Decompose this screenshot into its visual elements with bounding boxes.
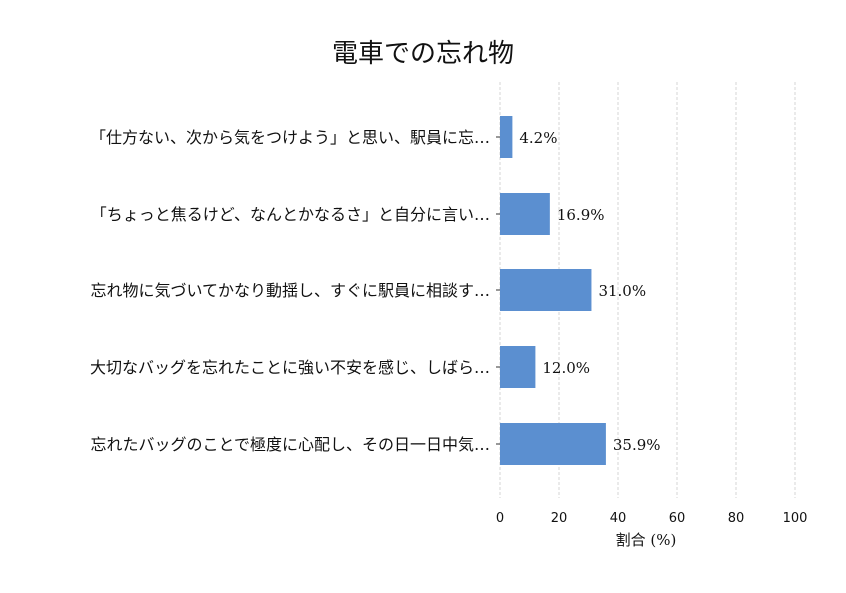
category-label: 大切なバッグを忘れたことに強い不安を感じ、しばら… bbox=[90, 358, 490, 377]
x-tick-label: 20 bbox=[551, 511, 568, 526]
bar bbox=[500, 116, 513, 158]
x-tick-label: 100 bbox=[783, 511, 808, 526]
value-label: 31.0% bbox=[598, 282, 646, 300]
bar bbox=[500, 423, 606, 465]
category-label: 忘れたバッグのことで極度に心配し、その日一日中気… bbox=[90, 435, 490, 454]
x-tick-label: 40 bbox=[610, 511, 627, 526]
x-axis-label: 割合 (%) bbox=[616, 531, 677, 549]
value-label: 35.9% bbox=[613, 436, 661, 454]
bar bbox=[500, 269, 592, 311]
chart-title: 電車での忘れ物 bbox=[332, 39, 514, 69]
x-tick-label: 0 bbox=[496, 511, 504, 526]
value-label: 12.0% bbox=[542, 359, 590, 377]
value-label: 4.2% bbox=[519, 129, 557, 147]
x-tick-label: 60 bbox=[669, 511, 686, 526]
value-label: 16.9% bbox=[557, 206, 605, 224]
x-tick-label: 80 bbox=[728, 511, 745, 526]
category-label: 「ちょっと焦るけど、なんとかなるさ」と自分に言い… bbox=[91, 205, 490, 224]
bar bbox=[500, 346, 536, 388]
category-label: 「仕方ない、次から気をつけよう」と思い、駅員に忘… bbox=[90, 128, 490, 147]
category-label: 忘れ物に気づいてかなり動揺し、すぐに駅員に相談す… bbox=[90, 281, 490, 300]
bar bbox=[500, 193, 550, 235]
